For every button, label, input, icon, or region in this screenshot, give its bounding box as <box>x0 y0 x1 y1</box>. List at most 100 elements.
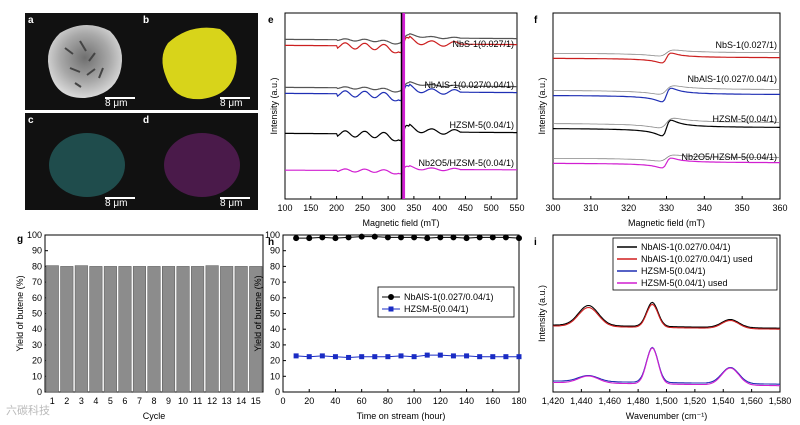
x-tick-label-e: 200 <box>329 203 344 213</box>
y-tick-label-g: 40 <box>32 324 42 334</box>
edx-map-d <box>164 133 240 197</box>
y-axis-label-i: Intensity (a.u.) <box>537 285 547 342</box>
bar-g <box>118 266 132 393</box>
epr-trace-f <box>553 52 780 64</box>
bar-g <box>45 265 59 393</box>
epr-fit-trace-f <box>553 85 780 95</box>
x-tick-label-g: 11 <box>193 396 202 406</box>
y-axis-label-e: Intensity (a.u.) <box>269 77 279 134</box>
epr-trace-f <box>553 87 780 103</box>
data-point-h <box>306 354 312 360</box>
x-tick-label-h: 160 <box>485 396 500 406</box>
x-tick-label-h: 60 <box>357 396 367 406</box>
ir-spectrum-i <box>553 347 780 387</box>
data-point-h <box>437 352 443 358</box>
panel-label-g: g <box>17 234 23 245</box>
edx-map-panel-c: c 8 μm <box>25 113 143 210</box>
series-label-e: NbS-1(0.027/1) <box>452 39 514 49</box>
y-tick-label-h: 60 <box>270 293 280 303</box>
x-tick-label-e: 250 <box>355 203 370 213</box>
bar-g <box>60 266 74 393</box>
series-label-f: Nb2O5/HZSM-5(0.04/1) <box>681 152 777 162</box>
legend-label-i: HZSM-5(0.04/1) used <box>641 278 728 288</box>
panel-label-f: f <box>534 15 538 26</box>
legend-label-h: NbAlS-1(0.027/0.04/1) <box>404 292 494 302</box>
panel-label-i: i <box>534 237 537 248</box>
x-tick-label-g: 3 <box>79 396 84 406</box>
data-point-h <box>398 234 404 241</box>
x-tick-label-g: 1 <box>50 396 55 406</box>
x-tick-label-g: 5 <box>108 396 113 406</box>
y-tick-label-g: 0 <box>37 387 42 397</box>
bar-g <box>234 266 248 393</box>
x-tick-label-i: 1,460 <box>598 396 621 406</box>
bar-g <box>103 266 117 393</box>
x-tick-label-g: 12 <box>207 396 217 406</box>
data-point-h <box>477 354 483 360</box>
data-point-h <box>437 234 444 241</box>
x-axis-label-h: Time on stream (hour) <box>357 411 446 421</box>
x-tick-label-e: 350 <box>406 203 421 213</box>
x-tick-label-h: 20 <box>304 396 314 406</box>
series-line-h <box>296 236 520 239</box>
edx-map-panel-d: d 8 μm <box>140 113 258 210</box>
y-tick-label-h: 40 <box>270 324 280 334</box>
scale-bar-a <box>105 97 135 99</box>
x-tick-label-f: 300 <box>545 203 560 213</box>
data-point-h <box>411 234 418 241</box>
x-tick-label-i: 1,580 <box>769 396 792 406</box>
x-tick-label-g: 15 <box>251 396 261 406</box>
scale-bar-c <box>105 197 135 199</box>
x-tick-label-i: 1,420 <box>542 396 565 406</box>
y-tick-label-h: 0 <box>275 387 280 397</box>
legend-box-i <box>612 237 778 291</box>
y-tick-label-h: 20 <box>270 356 280 366</box>
data-point-h <box>503 354 509 360</box>
data-point-h <box>450 353 456 359</box>
bar-g <box>220 266 234 393</box>
x-tick-label-f: 320 <box>621 203 636 213</box>
epr-trace-f <box>553 119 780 137</box>
panel-label-a: a <box>28 15 34 26</box>
legend-label-h: HZSM-5(0.04/1) <box>404 304 469 314</box>
legend-label-i: NbAlS-1(0.027/0.04/1) <box>641 242 731 252</box>
bar-g <box>205 265 219 393</box>
x-tick-label-e: 100 <box>277 203 292 213</box>
bar-g <box>132 266 146 393</box>
data-point-h <box>306 235 313 242</box>
x-tick-label-g: 14 <box>236 396 246 406</box>
data-point-h <box>489 234 496 241</box>
scale-text-d: 8 μm <box>220 198 243 209</box>
series-label-f: HZSM-5(0.04/1) <box>712 114 777 124</box>
data-point-h <box>450 234 457 241</box>
series-label-f: NbS-1(0.027/1) <box>715 40 777 50</box>
data-point-h <box>490 354 496 360</box>
x-tick-label-g: 8 <box>151 396 156 406</box>
y-axis-label-h: Yield of butene (%) <box>253 275 263 351</box>
data-point-h <box>464 353 470 359</box>
data-point-h <box>424 352 430 358</box>
bar-g <box>74 265 88 393</box>
legend-label-i: HZSM-5(0.04/1) <box>641 266 706 276</box>
x-tick-label-g: 4 <box>93 396 98 406</box>
y-tick-label-h: 10 <box>270 371 280 381</box>
x-tick-label-h: 40 <box>330 396 340 406</box>
y-tick-label-g: 10 <box>32 371 42 381</box>
x-tick-label-g: 7 <box>137 396 142 406</box>
x-tick-label-i: 1,500 <box>655 396 678 406</box>
y-tick-label-h: 70 <box>270 277 280 287</box>
sem-image-panel-a: a 8 μm <box>25 13 143 110</box>
x-tick-label-h: 80 <box>383 396 393 406</box>
series-label-e: HZSM-5(0.04/1) <box>449 120 514 130</box>
x-tick-label-i: 1,480 <box>627 396 650 406</box>
x-tick-label-f: 330 <box>659 203 674 213</box>
series-label-e: Nb2O5/HZSM-5(0.04/1) <box>418 158 514 168</box>
y-tick-label-g: 30 <box>32 340 42 350</box>
x-tick-label-f: 310 <box>583 203 598 213</box>
y-axis-label-f: Intensity (a.u.) <box>537 77 547 134</box>
panel-label-d: d <box>143 115 150 126</box>
data-point-h <box>516 354 522 360</box>
panel-label-e: e <box>268 15 274 26</box>
series-line-h <box>296 354 519 359</box>
